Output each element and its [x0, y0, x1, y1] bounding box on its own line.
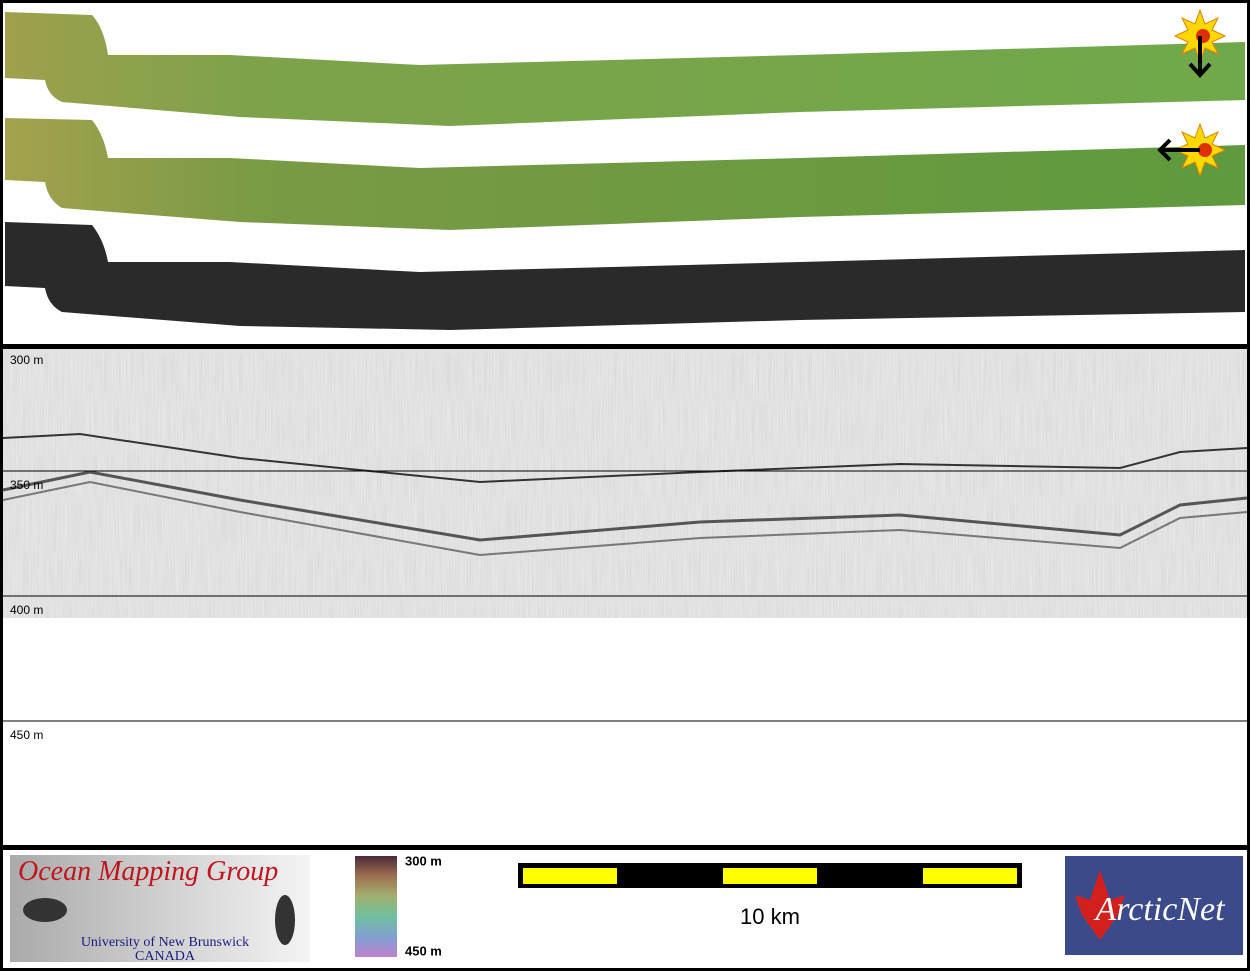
scale-segment [923, 868, 1017, 884]
divider [0, 344, 1250, 349]
colorbar [355, 856, 397, 957]
depth-label: 350 m [10, 478, 43, 492]
logo-image [275, 895, 295, 945]
logo-text: University of New Brunswick [81, 935, 249, 950]
sun-icon [1173, 8, 1227, 78]
subbottom-reflector [2, 470, 1248, 542]
logo-title: ArcticNet [1093, 891, 1226, 928]
subbottom-reflector [2, 480, 1248, 557]
swath-backscatter [5, 222, 1245, 330]
depth-label: 300 m [10, 353, 43, 367]
swath-bathymetry [5, 12, 1245, 126]
scale-segment [523, 868, 617, 884]
logo-text: CANADA [135, 949, 196, 964]
logo-image [23, 898, 67, 922]
swath-illuminated [5, 118, 1245, 230]
maple-leaf [1075, 870, 1125, 940]
sun-icon [1157, 122, 1227, 178]
scale-label: 10 km [740, 904, 800, 929]
depth-label: 400 m [10, 603, 43, 617]
colorbar-label: 300 m [405, 853, 442, 868]
logo-title: Ocean Mapping Group [18, 856, 278, 887]
profile-noise [3, 349, 1247, 618]
divider [0, 845, 1250, 850]
depth-label: 450 m [10, 728, 43, 742]
seafloor-reflector [2, 432, 1248, 484]
colorbar-label: 450 m [405, 943, 442, 958]
scale-segment [723, 868, 817, 884]
